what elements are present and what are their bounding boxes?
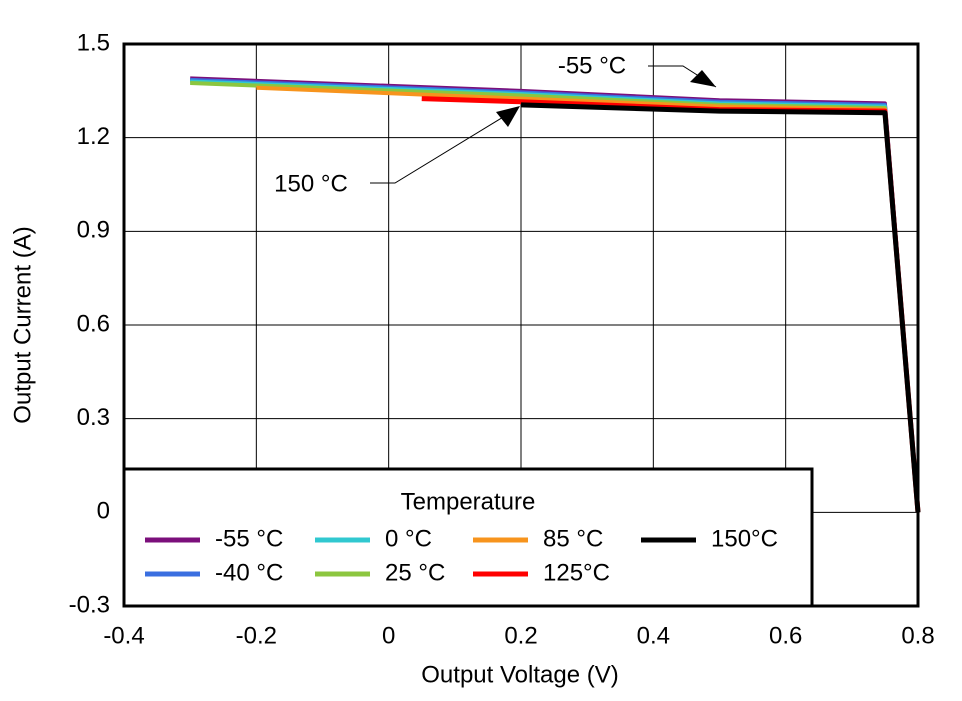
y-tick-label: 1.5 (77, 29, 110, 56)
x-tick-label: -0.4 (103, 622, 144, 649)
y-axis-label: Output Current (A) (9, 226, 36, 423)
series-line (256, 85, 920, 513)
series-line (190, 81, 920, 513)
legend: Temperature -55 °C -40 °C 0 °C 25 °C 85 °C 125… (122, 467, 814, 608)
legend-label: -40 °C (215, 559, 283, 586)
legend-box (122, 467, 814, 608)
lines (190, 76, 921, 513)
legend-label: 25 °C (385, 559, 445, 586)
annotation: -55 °C (558, 52, 626, 79)
series-line (190, 77, 920, 513)
annotation: 150 °C (274, 170, 348, 197)
y-tick-label: 0.6 (77, 310, 110, 337)
x-tick-label: 0.2 (504, 622, 537, 649)
series-line (520, 102, 921, 513)
x-tick-label: 0.6 (769, 622, 802, 649)
y-tick-label: -0.3 (69, 591, 110, 618)
arrow-head (690, 70, 716, 87)
legend-label: 85 °C (543, 525, 603, 552)
legend-label: -55 °C (215, 525, 283, 552)
annotation-arrow (370, 107, 519, 184)
y-tick-label: 0 (97, 498, 110, 525)
legend-label: 125°C (543, 559, 610, 586)
y-tick-label: 0.3 (77, 404, 110, 431)
series-line (190, 76, 920, 513)
legend-label: 0 °C (385, 525, 432, 552)
y-tick-label: 1.2 (77, 123, 110, 150)
x-tick-label: -0.2 (236, 622, 277, 649)
series-line (190, 79, 920, 513)
x-tick-label: 0.8 (901, 622, 934, 649)
legend-label: 150°C (711, 525, 778, 552)
arrow-head (496, 106, 520, 127)
plot-frame (122, 42, 920, 608)
y-tick-label: 0.9 (77, 217, 110, 244)
x-axis-label: Output Voltage (V) (421, 661, 618, 688)
legend-title: Temperature (401, 488, 536, 515)
x-tick-label: 0 (382, 622, 395, 649)
x-tick-label: 0.4 (637, 622, 670, 649)
series-line (421, 96, 921, 513)
